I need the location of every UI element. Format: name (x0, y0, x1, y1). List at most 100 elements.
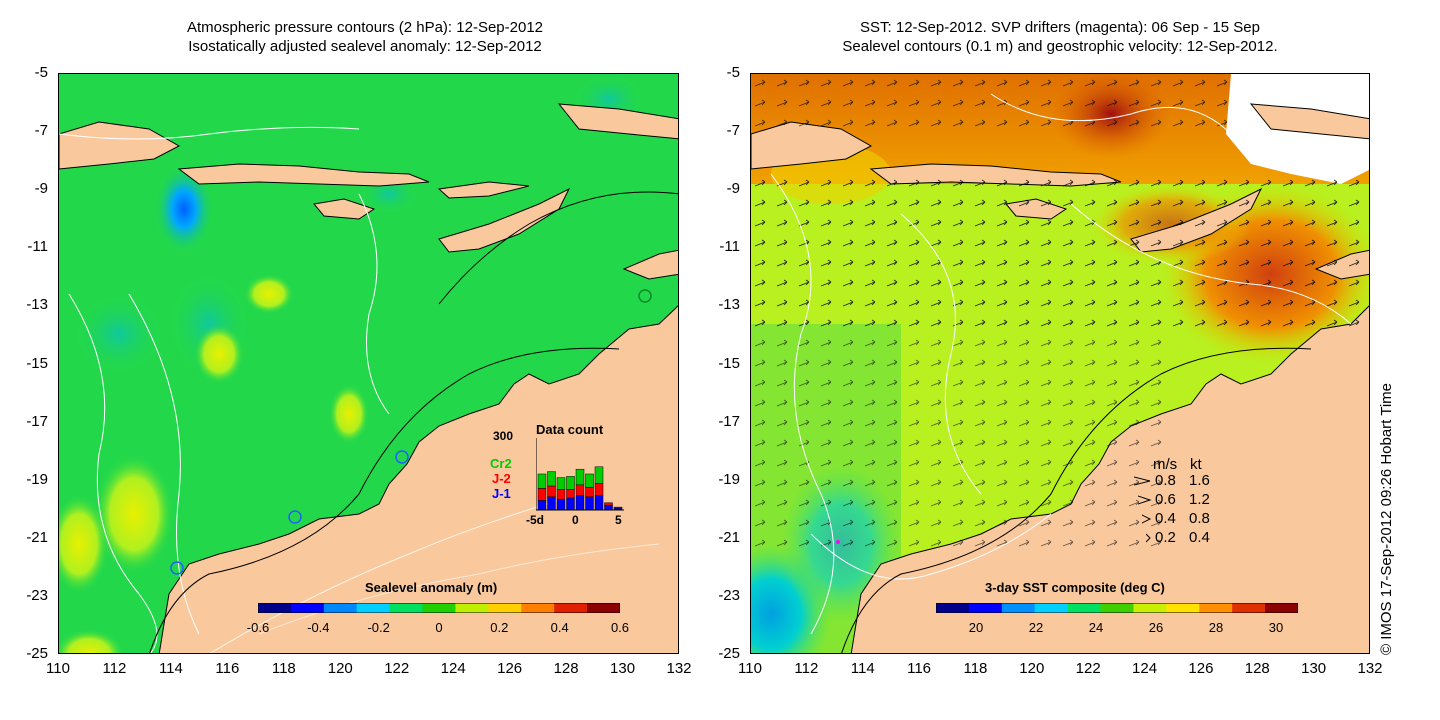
left-ytick: -13 (26, 296, 48, 314)
colorbar-tick: -0.2 (367, 620, 390, 635)
data-count-xtick: -5d (526, 513, 544, 527)
data-count-xtick: 5 (615, 513, 622, 527)
islands-ne (557, 103, 678, 140)
data-count-bar-j1 (547, 496, 556, 511)
colorbar-cell (389, 603, 424, 613)
data-count-chart (536, 438, 624, 511)
right-xtick: 122 (1075, 660, 1101, 677)
colorbar-cell (1166, 603, 1200, 613)
velocity-legend-kt: 1.2 (1189, 491, 1210, 508)
left-xtick: 126 (497, 660, 523, 677)
colorbar-tick: -0.6 (246, 620, 270, 635)
right-ytick: -25 (718, 645, 740, 662)
colorbar-tick: 0.4 (550, 620, 569, 635)
left-xtick: 114 (158, 660, 183, 677)
data-count-bar-cr2 (575, 468, 585, 486)
left-xtick: 112 (102, 660, 127, 677)
velocity-legend-ms-header: m/s (1153, 456, 1178, 473)
colorbar-cell (1001, 603, 1036, 613)
mission-label-j-2: J-2 (492, 471, 511, 486)
right-panel-title: SST: 12-Sep-2012. SVP drifters (magenta)… (790, 18, 1330, 56)
tide-gauge-marker (170, 561, 184, 575)
left-ytick: -11 (27, 238, 48, 256)
colorbar-tick: 28 (1208, 620, 1224, 635)
right-ytick: -9 (726, 180, 740, 198)
colorbar-tick: 26 (1148, 620, 1164, 635)
data-count-title: Data count (536, 422, 604, 437)
left-xtick: 128 (553, 660, 579, 677)
left-xtick: 110 (46, 660, 70, 677)
colorbar-cell (455, 603, 489, 613)
sealevel-map-svg (59, 74, 678, 653)
right-xtick: 120 (1019, 660, 1045, 677)
left-ytick: -21 (26, 528, 48, 546)
colorbar-cell (1133, 603, 1167, 613)
colorbar-cell (1199, 603, 1233, 613)
left-title-line2: Isostatically adjusted sealevel anomaly:… (188, 38, 542, 55)
left-ytick: -19 (26, 470, 48, 488)
velocity-legend-kt-header: kt (1190, 456, 1202, 473)
colorbar-cell (587, 603, 620, 613)
left-xtick: 132 (666, 660, 692, 677)
right-xtick: 110 (738, 660, 762, 677)
sst-colorbar-label: 3-day SST composite (deg C) (985, 580, 1165, 595)
drifter-marker (836, 540, 840, 544)
sst-map[interactable] (750, 73, 1370, 654)
data-count-bar-j2 (575, 484, 585, 496)
right-xtick: 116 (907, 660, 932, 677)
data-count-bar-cr2 (585, 473, 594, 488)
velocity-legend-kt: 0.8 (1189, 510, 1210, 527)
colorbar-cell (356, 603, 391, 613)
velocity-legend-ms: 0.8 (1155, 472, 1176, 489)
data-count-bar-j1 (556, 498, 566, 511)
mission-label-cr2: Cr2 (490, 456, 512, 471)
colorbar-tick: 0.2 (490, 620, 509, 635)
left-xtick: 130 (610, 660, 636, 677)
colorbar-cell (521, 603, 555, 613)
left-xtick: 122 (384, 660, 410, 677)
data-count-bar-cr2 (547, 471, 556, 487)
imos-credit: © IMOS 17-Sep-2012 09:26 Hobart Time (1378, 382, 1395, 655)
data-count-bar-j1 (585, 496, 594, 511)
island-east (622, 249, 678, 280)
right-ytick: -19 (718, 470, 740, 488)
data-count-bar-j2 (566, 489, 575, 499)
flores-island (437, 181, 530, 199)
sealevel-colorbar (258, 603, 620, 613)
tide-gauge-marker (288, 510, 302, 524)
left-ytick: -25 (26, 645, 48, 662)
data-count-bar-j1 (537, 500, 547, 511)
right-ytick: -17 (718, 412, 740, 430)
right-xtick: 124 (1132, 660, 1158, 677)
data-count-bar-j2 (604, 502, 613, 506)
right-title-line1: SST: 12-Sep-2012. SVP drifters (magenta)… (860, 19, 1260, 36)
right-title-line2: Sealevel contours (0.1 m) and geostrophi… (842, 38, 1278, 55)
sealevel-anomaly-map[interactable] (58, 73, 679, 654)
data-count-bar-cr2 (556, 477, 566, 490)
left-ytick: -5 (34, 64, 48, 81)
velocity-arrow-icon (1142, 514, 1152, 524)
colorbar-tick: 22 (1028, 620, 1044, 635)
colorbar-cell (1265, 603, 1298, 613)
left-ytick: -23 (26, 586, 48, 604)
right-xtick: 130 (1301, 660, 1327, 677)
sst-colorbar (936, 603, 1298, 613)
velocity-legend-ms: 0.6 (1155, 491, 1176, 508)
left-xtick: 124 (440, 660, 466, 677)
right-xtick: 112 (794, 660, 819, 677)
data-count-bar-cr2 (594, 466, 604, 484)
colorbar-cell (422, 603, 456, 613)
right-xtick: 128 (1244, 660, 1270, 677)
right-xtick: 118 (963, 660, 988, 677)
left-ytick: -15 (26, 354, 48, 372)
australia-landmass (158, 305, 678, 653)
right-xtick: 126 (1188, 660, 1214, 677)
right-ytick: -23 (718, 586, 740, 604)
velocity-legend-kt: 0.4 (1189, 529, 1210, 546)
colorbar-cell (554, 603, 588, 613)
sst-map-svg (751, 74, 1369, 653)
right-ytick: -11 (719, 238, 740, 256)
tide-gauge-marker (395, 450, 409, 464)
colorbar-tick: 20 (968, 620, 984, 635)
data-count-bar-j1 (575, 495, 585, 511)
